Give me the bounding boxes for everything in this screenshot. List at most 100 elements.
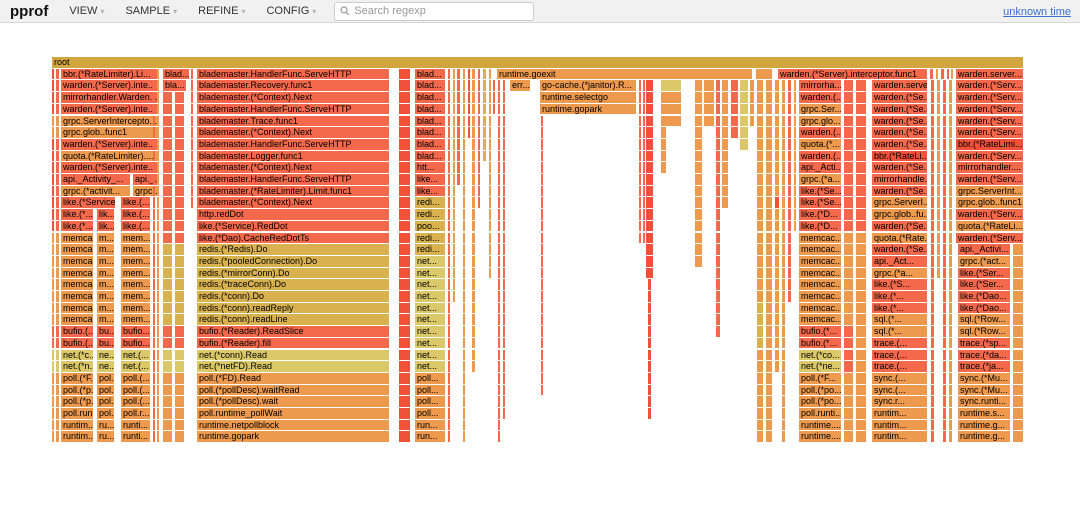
flame-box[interactable] <box>943 232 946 244</box>
flame-box[interactable] <box>766 244 772 255</box>
flame-box[interactable]: warden.(*Serv... <box>956 127 1023 138</box>
flame-box[interactable] <box>766 279 772 290</box>
flame-box[interactable] <box>1013 244 1023 255</box>
flame-box[interactable] <box>757 185 763 197</box>
flame-box[interactable] <box>716 115 720 127</box>
flame-box[interactable] <box>472 232 475 244</box>
flame-box[interactable] <box>722 127 728 138</box>
flame-box[interactable]: bla... <box>163 80 186 92</box>
flame-box[interactable] <box>794 92 796 103</box>
flame-box[interactable] <box>646 115 653 127</box>
flame-box[interactable] <box>541 291 543 302</box>
flame-box[interactable]: net... <box>415 255 445 267</box>
flame-box[interactable] <box>56 267 59 279</box>
flame-box[interactable] <box>489 220 491 232</box>
flame-box[interactable]: bu... <box>97 337 114 349</box>
flame-box[interactable] <box>722 115 728 127</box>
flame-box[interactable] <box>463 92 465 103</box>
flame-box[interactable] <box>463 314 465 326</box>
flame-box[interactable] <box>399 174 410 185</box>
flame-box[interactable]: net... <box>415 361 445 372</box>
flame-box[interactable]: blad... <box>415 115 445 127</box>
flame-box[interactable]: pol... <box>97 408 114 419</box>
flame-box[interactable] <box>775 174 779 185</box>
flame-box[interactable] <box>766 314 772 326</box>
flame-box[interactable] <box>794 80 796 92</box>
flame-box[interactable] <box>541 185 543 197</box>
flame-box[interactable] <box>453 92 455 103</box>
flame-box[interactable]: redi... <box>415 197 445 209</box>
flame-box[interactable] <box>757 244 763 255</box>
flame-box[interactable] <box>782 419 785 431</box>
flame-box[interactable] <box>175 127 184 138</box>
flame-box[interactable] <box>56 255 59 267</box>
flame-box[interactable] <box>175 314 184 326</box>
flame-box[interactable] <box>716 291 720 302</box>
flame-box[interactable]: bufio.(*... <box>799 326 841 337</box>
flame-box[interactable]: mem... <box>121 279 150 290</box>
flame-box[interactable] <box>949 361 952 372</box>
flame-box[interactable] <box>844 185 853 197</box>
flame-box[interactable] <box>695 127 702 138</box>
flame-box[interactable] <box>498 138 500 150</box>
flame-box[interactable] <box>472 291 475 302</box>
flame-box[interactable] <box>191 162 193 173</box>
flame-box[interactable] <box>639 185 641 197</box>
flame-box[interactable] <box>457 162 460 173</box>
flame-box[interactable] <box>153 138 155 150</box>
flame-box[interactable]: net.(*conn).Read <box>197 349 389 361</box>
flame-box[interactable]: warden.(*Se... <box>872 103 927 115</box>
flame-box[interactable]: trace.(*sp... <box>958 337 1010 349</box>
flame-box[interactable] <box>175 232 184 244</box>
flame-box[interactable] <box>937 267 940 279</box>
flame-box[interactable]: net... <box>415 279 445 290</box>
flame-box[interactable] <box>794 150 796 162</box>
flame-box[interactable] <box>503 197 505 209</box>
flame-box[interactable] <box>163 244 172 255</box>
flame-box[interactable] <box>498 103 500 115</box>
flame-box[interactable] <box>498 384 500 396</box>
flame-box[interactable] <box>175 244 184 255</box>
flame-box[interactable] <box>643 103 645 115</box>
flame-box[interactable] <box>541 115 543 127</box>
flame-box[interactable]: warden.(*Se... <box>872 220 927 232</box>
flame-box[interactable] <box>399 372 410 384</box>
flame-box[interactable] <box>457 103 460 115</box>
flame-box[interactable] <box>52 302 54 314</box>
flame-box[interactable] <box>463 408 465 419</box>
flame-box[interactable] <box>163 209 172 220</box>
flame-box[interactable] <box>457 138 460 150</box>
flame-box[interactable] <box>448 396 450 407</box>
flame-box[interactable] <box>931 209 934 220</box>
flame-box[interactable] <box>463 185 465 197</box>
flame-box[interactable] <box>1013 326 1023 337</box>
flame-box[interactable]: grpc.(*act... <box>958 255 1010 267</box>
flame-box[interactable] <box>399 419 410 431</box>
flame-box[interactable] <box>766 302 772 314</box>
flame-box[interactable]: warden.serve... <box>872 80 927 92</box>
flame-box[interactable] <box>766 209 772 220</box>
flame-box[interactable]: like... <box>415 185 445 197</box>
flame-box[interactable] <box>695 244 702 255</box>
flame-box[interactable] <box>399 115 410 127</box>
flame-box[interactable] <box>639 162 641 173</box>
flame-box[interactable]: trace.(*ja... <box>958 361 1010 372</box>
flame-box[interactable] <box>175 209 184 220</box>
flame-box[interactable] <box>757 267 763 279</box>
flame-box[interactable] <box>163 255 172 267</box>
flame-box[interactable] <box>463 396 465 407</box>
flame-box[interactable] <box>943 361 946 372</box>
flame-box[interactable] <box>695 150 702 162</box>
flame-box[interactable] <box>478 115 480 127</box>
flame-box[interactable] <box>56 361 59 372</box>
flame-box[interactable] <box>453 127 455 138</box>
flame-box[interactable] <box>52 255 54 267</box>
flame-box[interactable] <box>175 337 184 349</box>
flame-box[interactable]: poll.(*F... <box>61 372 93 384</box>
flame-box[interactable]: m... <box>97 267 114 279</box>
flame-box[interactable] <box>788 232 791 244</box>
flame-box[interactable] <box>716 92 720 103</box>
flame-box[interactable]: warden.(*Se... <box>872 92 927 103</box>
flame-box[interactable] <box>794 174 796 185</box>
flame-box[interactable] <box>646 138 653 150</box>
